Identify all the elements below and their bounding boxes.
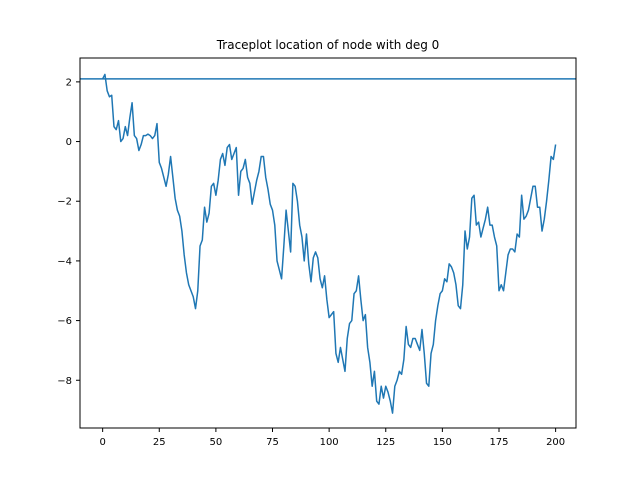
x-tick-label: 150 bbox=[433, 437, 452, 448]
plot-frame bbox=[79, 57, 577, 429]
series-layer bbox=[80, 73, 576, 414]
y-tick-label: −4 bbox=[57, 256, 72, 267]
x-tick-label: 175 bbox=[489, 437, 508, 448]
y-tick-label: 0 bbox=[66, 137, 72, 148]
plot-area bbox=[80, 58, 576, 428]
y-tick-label: −8 bbox=[57, 376, 72, 387]
axes-layer: 0 25 50 75 100 125 150 175 200 2 0 −2 −4 −6 −8 bbox=[57, 77, 565, 448]
x-tick-label: 100 bbox=[320, 437, 339, 448]
x-tick-label: 50 bbox=[210, 437, 223, 448]
x-tick-label: 0 bbox=[99, 437, 105, 448]
x-tick-label: 25 bbox=[153, 437, 166, 448]
series-line bbox=[101, 73, 557, 414]
y-tick-label: 2 bbox=[66, 77, 72, 88]
x-tick-label: 200 bbox=[546, 437, 565, 448]
x-tick-label: 75 bbox=[266, 437, 279, 448]
x-tick-label: 125 bbox=[376, 437, 395, 448]
y-tick-label: −2 bbox=[57, 197, 72, 208]
y-tick-label: −6 bbox=[57, 316, 72, 327]
chart-title: Traceplot location of node with deg 0 bbox=[216, 38, 440, 52]
